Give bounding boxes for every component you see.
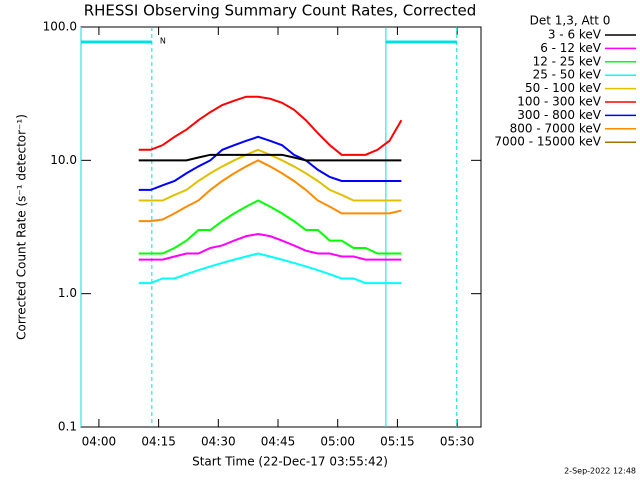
legend-label: 7000 - 15000 keV [494,135,601,149]
y-axis-label: Corrected Count Rate (s⁻¹ detector⁻¹) [15,114,29,340]
series-line [138,148,402,202]
y-tick-label: 10.0 [50,153,77,167]
series-line [138,199,402,255]
x-tick-label: 04:45 [261,435,296,449]
legend-label: 25 - 50 keV [533,68,602,82]
series-line [138,233,402,261]
x-tick-label: 05:30 [440,435,475,449]
series-line [138,153,402,162]
series-line [138,135,402,191]
legend-label: 12 - 25 keV [533,54,602,68]
legend-label: 50 - 100 keV [525,81,602,95]
chart-title: RHESSI Observing Summary Count Rates, Co… [84,2,477,20]
legend-label: 3 - 6 keV [548,28,602,42]
legend-label: 6 - 12 keV [540,41,602,55]
y-tick-label: 0.1 [58,420,77,434]
night-label: N [160,37,166,46]
legend-title: Det 1,3, Att 0 [530,14,611,28]
y-tick-label: 1.0 [58,286,77,300]
series-line [138,95,403,156]
x-tick-label: 05:15 [380,435,415,449]
x-tick-label: 04:30 [201,435,236,449]
y-tick-label: 100.0 [43,20,77,34]
footer: 2-Sep-2022 12:48 [564,467,636,476]
plot-frame [80,26,482,428]
x-tick-label: 04:15 [141,435,176,449]
legend-label: 100 - 300 keV [517,95,601,109]
x-tick-label: 04:00 [82,435,117,449]
x-axis-label: Start Time (22-Dec-17 03:55:42) [192,455,388,469]
series-line [138,252,402,285]
x-tick-label: 05:00 [320,435,355,449]
legend-label: 300 - 800 keV [517,108,601,122]
series-line [138,159,402,223]
legend-label: 800 - 7000 keV [510,121,602,135]
